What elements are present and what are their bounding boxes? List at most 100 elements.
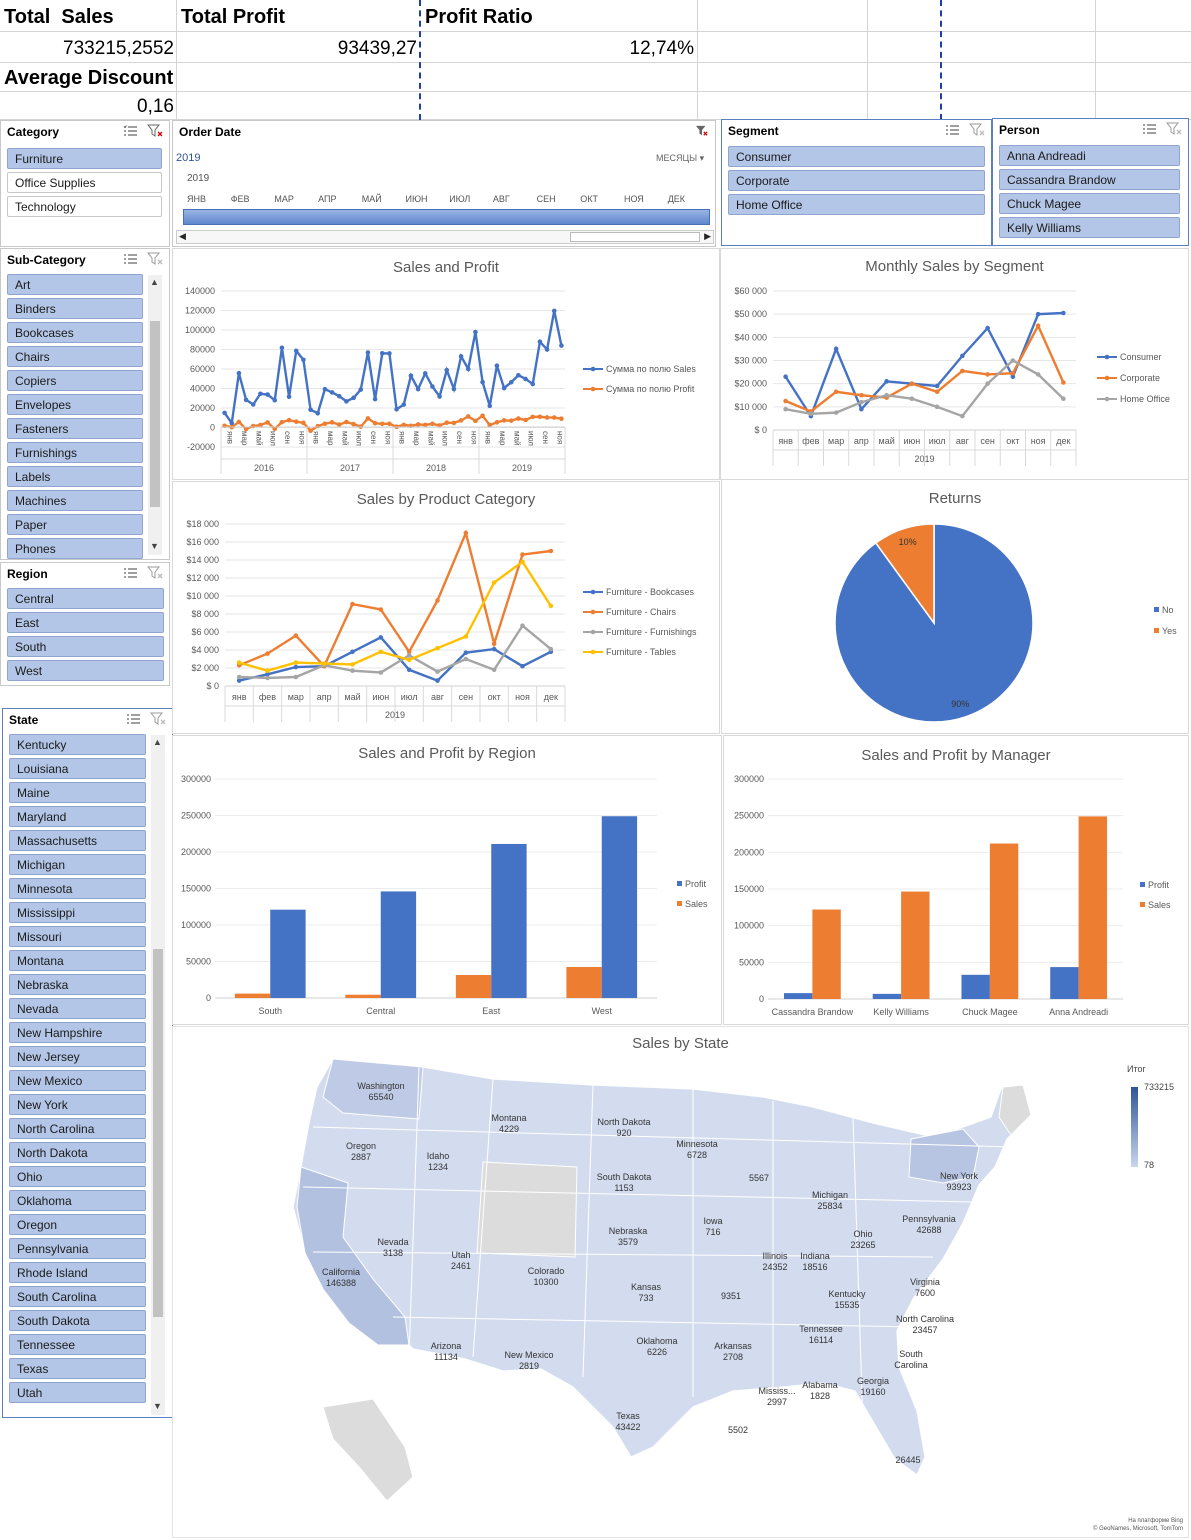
data-point[interactable] — [501, 418, 507, 423]
data-point[interactable] — [408, 373, 414, 379]
series-line[interactable] — [239, 623, 552, 680]
person-item[interactable]: Kelly Williams — [999, 217, 1180, 238]
data-point[interactable] — [379, 421, 385, 427]
data-point[interactable] — [559, 416, 564, 422]
series-line[interactable] — [785, 323, 1065, 413]
sales-by-state-map[interactable]: Sales by State Washington 65540 Oregon 2887… — [172, 1026, 1189, 1538]
data-point[interactable] — [387, 421, 392, 427]
data-point[interactable] — [465, 366, 471, 372]
data-point[interactable] — [406, 653, 412, 658]
data-point[interactable] — [884, 379, 889, 384]
data-point[interactable] — [422, 422, 428, 428]
data-point[interactable] — [544, 347, 550, 352]
data-point[interactable] — [463, 650, 469, 655]
data-point[interactable] — [350, 662, 355, 667]
timeline-month[interactable]: ИЮЛ — [449, 194, 471, 204]
data-point[interactable] — [265, 651, 270, 656]
subcategory-scrollbar[interactable]: ▲ ▼ — [148, 275, 162, 555]
data-point[interactable] — [491, 646, 497, 652]
timeline-month[interactable]: АПР — [318, 194, 337, 204]
segment-item[interactable]: Corporate — [728, 170, 985, 191]
bar[interactable] — [1050, 967, 1079, 999]
manager-chart[interactable]: Sales and Profit by Manager 0 50000 100000… — [723, 735, 1189, 1025]
state-item[interactable]: New Mexico — [9, 1070, 146, 1091]
clear-filter-icon[interactable] — [150, 712, 166, 726]
data-point[interactable] — [406, 667, 412, 673]
state-item[interactable]: South Carolina — [9, 1286, 146, 1307]
data-point[interactable] — [463, 634, 469, 639]
timeline-month[interactable]: ФЕВ — [230, 194, 250, 204]
state-wyoming[interactable] — [476, 1161, 578, 1258]
state-item[interactable]: New Jersey — [9, 1046, 146, 1067]
state-item[interactable]: Mississippi — [9, 902, 146, 923]
data-point[interactable] — [548, 603, 554, 609]
state-item[interactable]: Rhode Island — [9, 1262, 146, 1283]
subcategory-item[interactable]: Fasteners — [7, 418, 143, 439]
data-point[interactable] — [783, 374, 788, 380]
data-point[interactable] — [272, 426, 278, 432]
state-item[interactable]: Massachusetts — [9, 830, 146, 851]
data-point[interactable] — [537, 339, 543, 344]
data-point[interactable] — [501, 385, 507, 391]
data-point[interactable] — [243, 426, 249, 432]
timeline-level-dropdown[interactable]: МЕСЯЦЫ ▾ — [656, 153, 704, 164]
data-point[interactable] — [435, 669, 440, 674]
data-point[interactable] — [516, 416, 521, 421]
data-point[interactable] — [378, 635, 384, 640]
data-point[interactable] — [444, 367, 450, 373]
state-item[interactable]: Michigan — [9, 854, 146, 875]
state-item[interactable]: Oregon — [9, 1214, 146, 1235]
timeline-month[interactable]: МАР — [274, 194, 294, 204]
data-point[interactable] — [551, 415, 557, 420]
state-item[interactable]: Nevada — [9, 998, 146, 1019]
data-point[interactable] — [537, 414, 543, 420]
data-point[interactable] — [378, 649, 384, 655]
state-item[interactable]: North Dakota — [9, 1142, 146, 1163]
data-point[interactable] — [985, 381, 990, 386]
state-item[interactable]: Oklahoma — [9, 1190, 146, 1211]
data-point[interactable] — [859, 406, 864, 412]
data-point[interactable] — [372, 396, 378, 402]
region-item[interactable]: South — [7, 636, 164, 657]
scroll-thumb[interactable] — [153, 949, 163, 1317]
data-point[interactable] — [265, 672, 270, 677]
bar[interactable] — [989, 843, 1019, 999]
data-point[interactable] — [783, 398, 788, 404]
data-point[interactable] — [394, 406, 399, 412]
data-point[interactable] — [293, 348, 299, 354]
multi-select-icon[interactable] — [123, 566, 139, 580]
data-point[interactable] — [406, 649, 412, 655]
data-point[interactable] — [430, 421, 435, 427]
data-point[interactable] — [315, 423, 321, 429]
data-point[interactable] — [430, 384, 435, 389]
state-item[interactable]: Nebraska — [9, 974, 146, 995]
data-point[interactable] — [293, 664, 299, 670]
data-point[interactable] — [286, 417, 292, 423]
data-point[interactable] — [859, 399, 864, 405]
state-item[interactable]: Tennessee — [9, 1334, 146, 1355]
scroll-down-icon[interactable]: ▼ — [153, 1401, 162, 1411]
state-item[interactable]: Kentucky — [9, 734, 146, 755]
data-point[interactable] — [1035, 372, 1041, 377]
data-point[interactable] — [236, 674, 242, 680]
data-point[interactable] — [559, 343, 564, 348]
bar[interactable] — [901, 891, 930, 999]
data-point[interactable] — [437, 394, 442, 399]
scroll-right-icon[interactable]: ▶ — [704, 231, 711, 241]
data-point[interactable] — [301, 420, 306, 426]
state-alaska[interactable] — [322, 1398, 414, 1502]
data-point[interactable] — [473, 329, 478, 335]
data-point[interactable] — [272, 397, 278, 403]
state-california[interactable] — [296, 1166, 410, 1346]
data-point[interactable] — [286, 394, 292, 400]
scroll-up-icon[interactable]: ▲ — [150, 277, 159, 287]
subcategory-item[interactable]: Machines — [7, 490, 143, 511]
data-point[interactable] — [321, 661, 327, 666]
series-line[interactable] — [223, 310, 563, 427]
subcategory-item[interactable]: Chairs — [7, 346, 143, 367]
data-point[interactable] — [315, 410, 321, 416]
data-point[interactable] — [258, 391, 263, 397]
data-point[interactable] — [544, 415, 550, 420]
person-item[interactable]: Chuck Magee — [999, 193, 1180, 214]
data-point[interactable] — [415, 386, 421, 392]
